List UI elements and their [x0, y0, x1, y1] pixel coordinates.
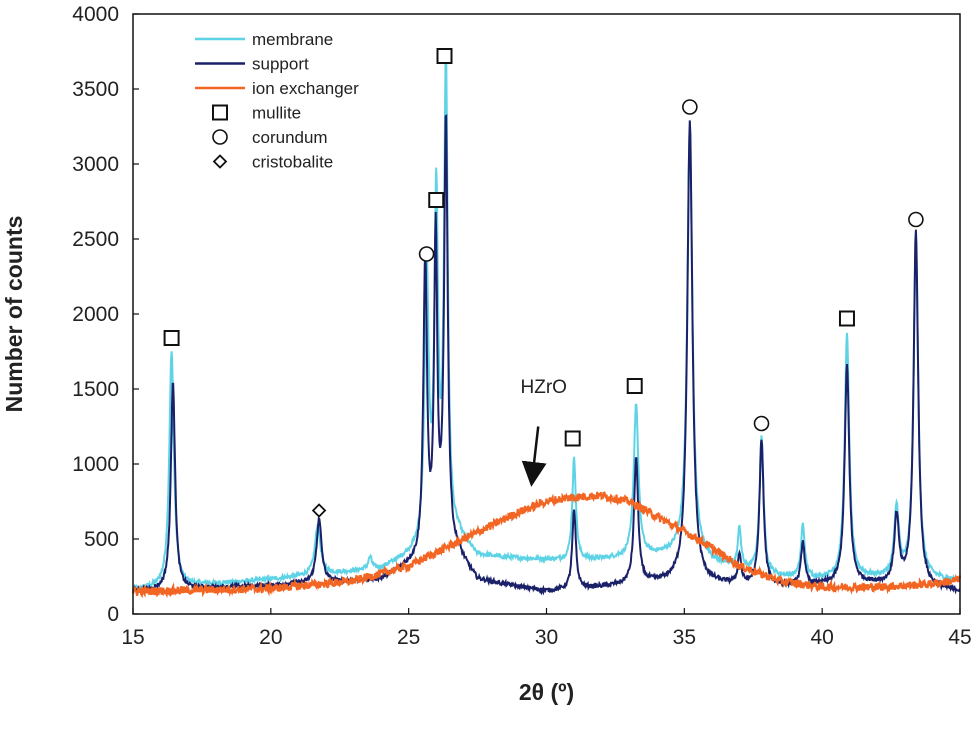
series-line-support [132, 114, 961, 596]
y-tick-label: 1500 [72, 378, 119, 401]
x-axis-title: 2θ (º) [519, 679, 574, 705]
y-tick-label: 3000 [72, 153, 119, 176]
square-peak-marker [626, 378, 643, 394]
diamond-peak-marker [311, 503, 327, 518]
legend-label-corundum: corundum [252, 128, 328, 147]
y-tick-label: 3500 [72, 78, 119, 101]
y-tick-label: 4000 [72, 3, 119, 26]
x-tick-label: 45 [948, 626, 971, 649]
y-axis: 0 500 1000 1500 2000 2500 3000 3500 4000 [72, 3, 139, 626]
legend-label-membrane: membrane [252, 30, 333, 49]
y-axis-title: Number of counts [1, 216, 27, 413]
square-peak-marker [436, 48, 453, 64]
annotation: HZrO [521, 377, 567, 487]
legend: membrane support ion exchanger mullite corun… [195, 30, 359, 172]
circle-peak-marker [908, 211, 924, 228]
circle-peak-marker [682, 99, 698, 115]
x-tick-label: 15 [121, 626, 144, 649]
square-peak-marker [838, 310, 855, 327]
y-tick-label: 2000 [72, 303, 119, 326]
annotation-hzro-label: HZrO [521, 377, 567, 398]
legend-label-cristobalite: cristobalite [252, 153, 333, 172]
marker-layer [163, 48, 924, 518]
x-tick-label: 40 [810, 626, 833, 649]
square-peak-marker [564, 430, 581, 447]
x-tick-label: 25 [397, 626, 420, 649]
x-axis: 15 20 25 30 35 40 45 [121, 608, 972, 649]
circle-peak-marker [418, 246, 435, 262]
annotation-arrow [521, 426, 547, 487]
x-tick-label: 35 [673, 626, 696, 649]
legend-symbol-corundum [212, 129, 228, 145]
circle-peak-marker [753, 415, 770, 432]
series-line-ion-exchanger [131, 491, 962, 599]
y-tick-label: 0 [107, 603, 119, 626]
series-line-membrane [132, 50, 961, 593]
square-peak-marker [428, 192, 445, 208]
legend-label-support: support [252, 55, 309, 74]
x-tick-label: 30 [535, 626, 558, 649]
series-layer [131, 50, 962, 599]
legend-symbol-cristobalite [212, 154, 228, 169]
y-tick-label: 500 [84, 528, 119, 551]
x-tick-label: 20 [259, 626, 282, 649]
legend-symbol-mullite [212, 104, 228, 121]
square-peak-marker [163, 330, 180, 346]
legend-label-mullite: mullite [252, 104, 301, 123]
y-tick-label: 1000 [72, 453, 119, 476]
y-tick-label: 2500 [72, 228, 119, 251]
legend-label-ion-exchanger: ion exchanger [252, 79, 359, 98]
